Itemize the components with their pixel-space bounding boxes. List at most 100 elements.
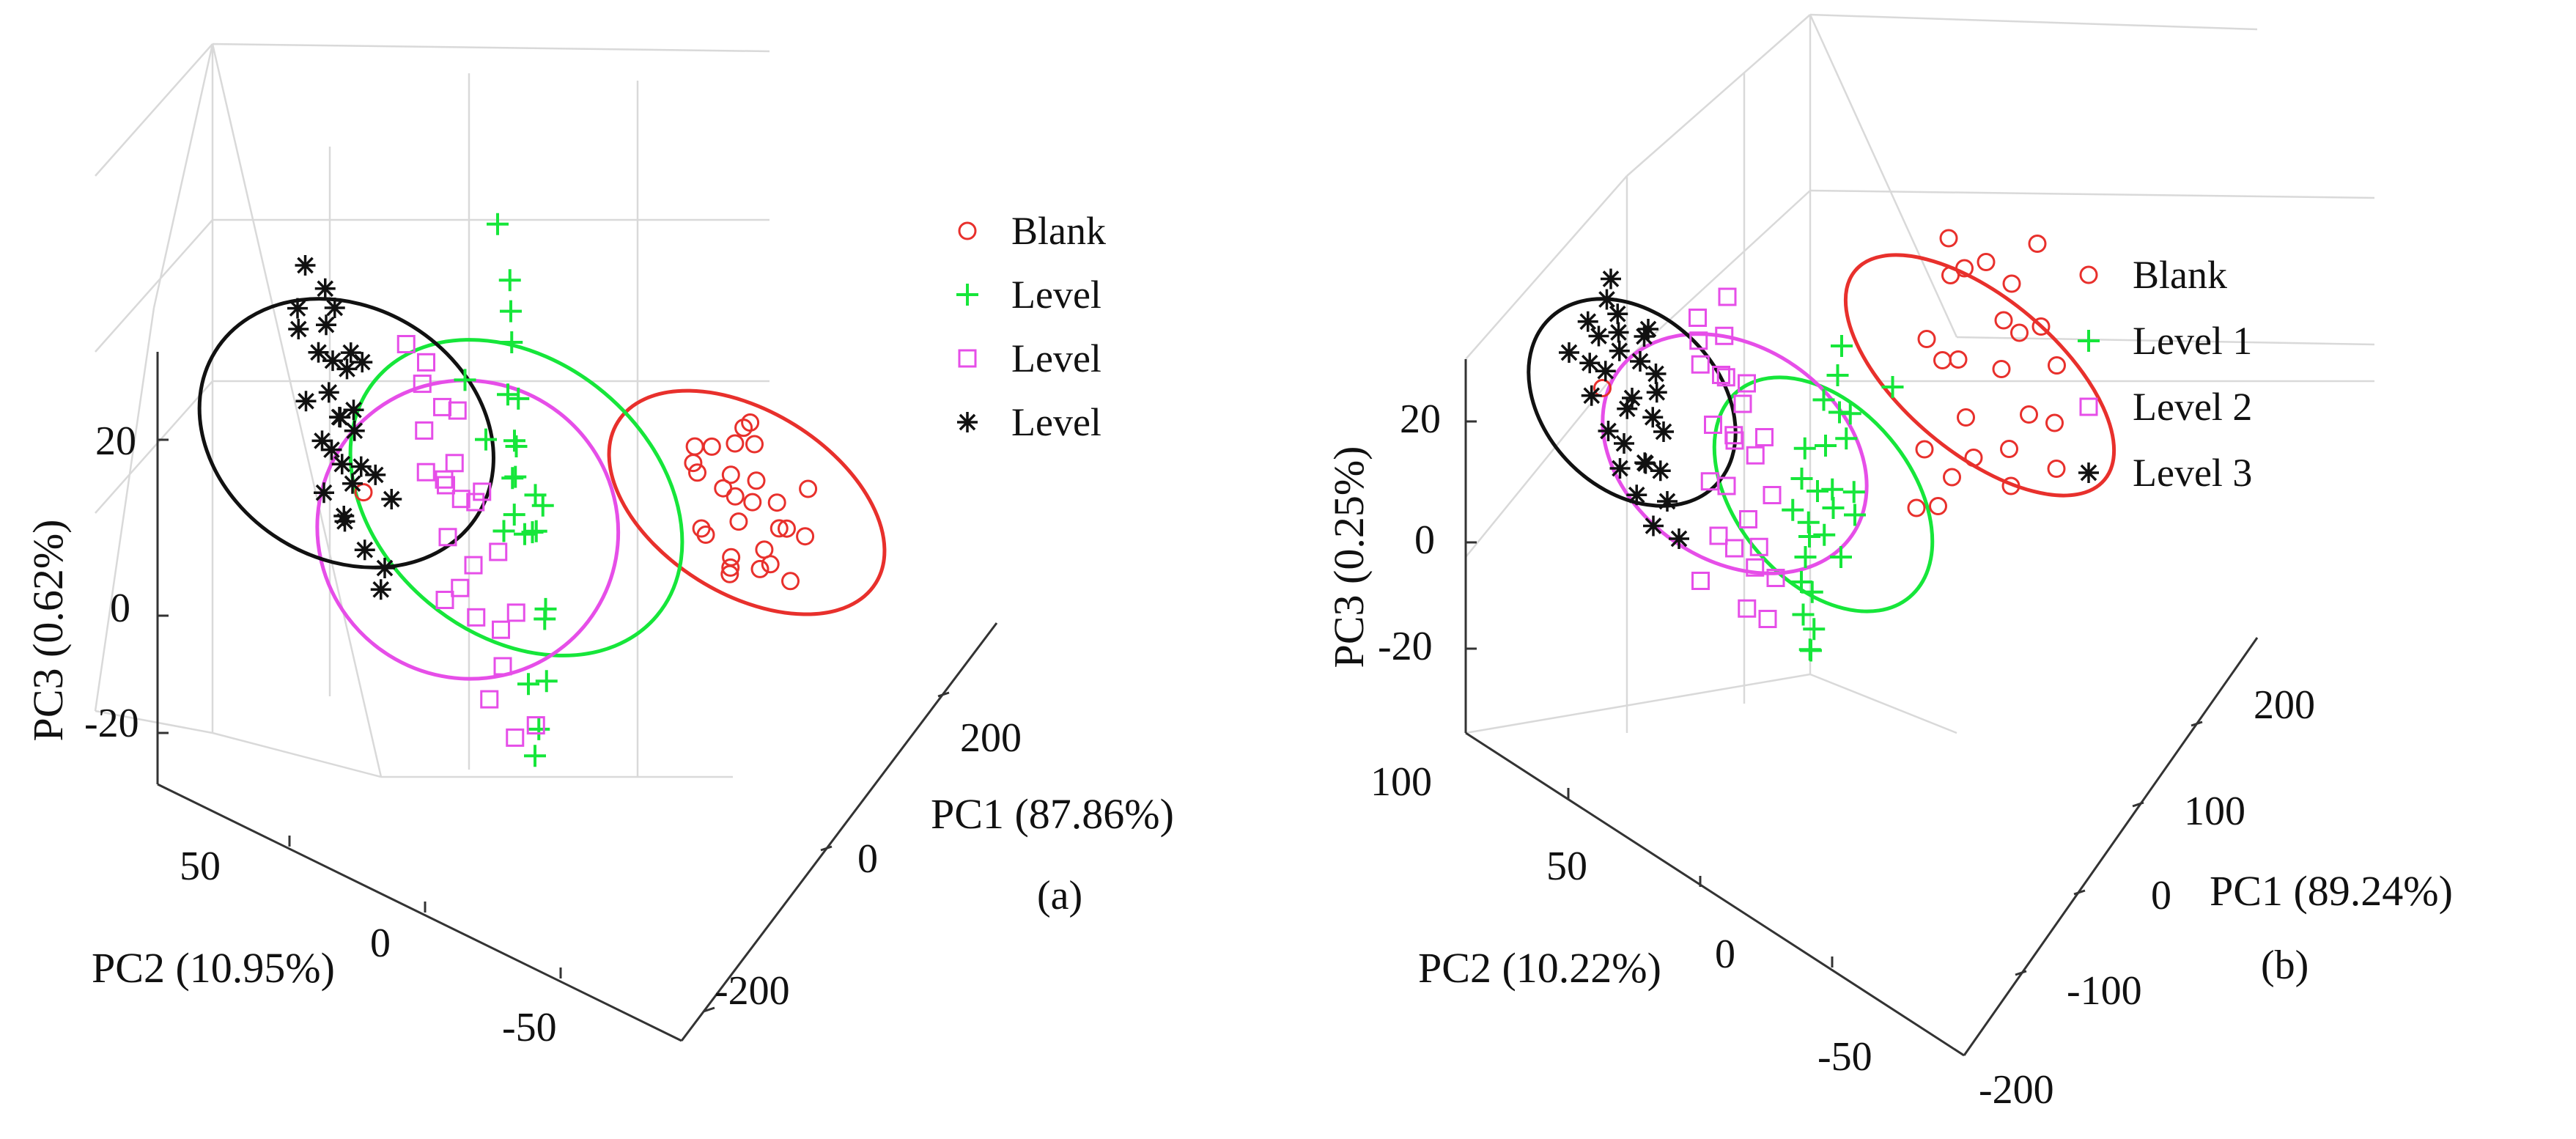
panel-b-point	[1964, 449, 1983, 467]
panel-a-point	[503, 504, 525, 526]
panel-b-point	[1755, 428, 1774, 446]
panel-a-series-3	[287, 255, 402, 600]
panel-b-point	[1634, 452, 1656, 473]
panel-a-point	[685, 437, 704, 456]
panel-a-point	[318, 382, 339, 403]
panel-a-point	[467, 608, 486, 627]
panel-b-point	[1608, 322, 1629, 343]
panel-b-point	[2000, 440, 2018, 458]
panel-b-point	[2010, 323, 2029, 342]
panel-b-x-tick-200: 200	[2254, 682, 2315, 728]
panel-b-point	[1709, 526, 1728, 545]
panel-a-point	[448, 401, 467, 420]
panel-b-plot	[1527, 229, 2116, 662]
panel-a-point	[451, 578, 470, 597]
panel-a-point	[480, 690, 499, 709]
panel-a-point	[340, 342, 361, 364]
panel-a-point	[747, 471, 766, 490]
panel-a-point	[503, 430, 525, 452]
panel-a-point	[330, 407, 351, 428]
panel-b-point	[1704, 416, 1722, 434]
panel-b-point	[1933, 351, 1952, 369]
panel-b-point	[1790, 571, 1812, 593]
panel-a: 20 0 -20 50 0 -50 -200 0 200 PC3 (0.62%)…	[24, 43, 1174, 1050]
panel-a-point	[333, 506, 355, 526]
panel-a-point	[343, 399, 364, 421]
panel-b-point	[1634, 326, 1655, 347]
panel-a-grid	[94, 43, 770, 778]
panel-a-ylabel: PC2 (10.95%)	[92, 944, 335, 992]
panel-b-point	[1943, 468, 1961, 487]
panel-b-x-tick-0: 0	[2151, 873, 2171, 918]
panel-b: 20 0 -20 100 50 0 -50 -200 -100 0 100 20…	[1325, 13, 2453, 1113]
panel-b-point	[1763, 486, 1782, 504]
panel-b-point	[1835, 427, 1858, 450]
panel-a-point	[750, 559, 770, 578]
panel-b-point	[1645, 364, 1667, 384]
panel-b-point	[1739, 510, 1757, 528]
panel-b-z-tick-20: 20	[1400, 397, 1441, 442]
panel-a-legend-marker-3	[957, 412, 978, 432]
panel-b-point	[2028, 235, 2047, 253]
panel-b-point	[1794, 546, 1817, 568]
panel-a-point	[721, 465, 740, 484]
panel-a-point	[505, 435, 528, 457]
panel-a-point	[365, 464, 386, 485]
panel-b-point	[1609, 458, 1631, 479]
panel-a-point	[415, 421, 434, 440]
panel-b-legend-marker-2	[2079, 397, 2098, 416]
panel-b-legend-label-3: Level 3	[2133, 451, 2252, 495]
panel-a-point	[438, 528, 457, 547]
panel-a-ellipse-level3	[197, 297, 495, 570]
panel-b-point	[1646, 382, 1667, 403]
panel-b-point	[1725, 539, 1743, 558]
panel-a-point	[287, 298, 308, 319]
panel-b-subplot-label: (b)	[2261, 943, 2309, 988]
panel-b-point	[1650, 460, 1671, 482]
panel-a-point	[466, 493, 485, 512]
panel-a-point	[342, 473, 363, 494]
panel-b-point	[1643, 515, 1664, 537]
panel-b-point	[1579, 353, 1601, 374]
panel-b-point	[1669, 528, 1689, 549]
panel-b-point	[1642, 407, 1664, 428]
panel-b-point	[1738, 374, 1756, 393]
panel-a-legend-marker-1	[956, 284, 978, 306]
panel-a-point	[770, 519, 789, 538]
panel-a-point	[354, 483, 373, 502]
panel-b-series-2	[1689, 287, 1785, 628]
panel-a-point	[314, 482, 334, 504]
panel-b-point	[1630, 351, 1650, 372]
panel-b-point	[1977, 253, 1996, 271]
panel-a-point	[721, 558, 740, 577]
panel-b-point	[1653, 421, 1674, 442]
panel-a-point	[311, 430, 333, 451]
panel-b-legend-label-2: Level 2	[2133, 385, 2252, 429]
panel-b-x-tick-100: 100	[2184, 789, 2245, 834]
panel-b-point	[1782, 498, 1804, 521]
panel-a-point	[498, 269, 521, 292]
panel-b-grid	[1465, 13, 2375, 734]
panel-a-point	[322, 350, 343, 372]
panel-a-x-tick-200: 200	[960, 715, 1022, 761]
panel-b-point	[1712, 366, 1730, 384]
panel-a-point	[726, 487, 745, 506]
panel-b-point	[1844, 504, 1866, 526]
panel-b-x-tick-neg100: -100	[2067, 968, 2142, 1014]
panel-b-point	[1957, 408, 1975, 427]
panel-a-point	[435, 591, 454, 609]
panel-b-point	[1812, 388, 1835, 411]
panel-a-point	[526, 716, 545, 735]
panel-a-legend-label-1: Level	[1011, 273, 1101, 317]
panel-b-legend-marker-3	[2078, 462, 2099, 483]
panel-a-point	[517, 673, 539, 696]
panel-a-point	[316, 314, 336, 336]
panel-b-legend: Blank Level 1 Level 2 Level 3	[2078, 253, 2252, 495]
panel-a-point	[501, 331, 523, 353]
panel-a-legend: Blank Level Level Level	[956, 209, 1106, 444]
panel-a-point	[493, 657, 512, 676]
panel-b-legend-label-1: Level 1	[2133, 319, 2252, 363]
panel-a-axes	[156, 352, 998, 1042]
panel-a-point	[370, 579, 391, 600]
